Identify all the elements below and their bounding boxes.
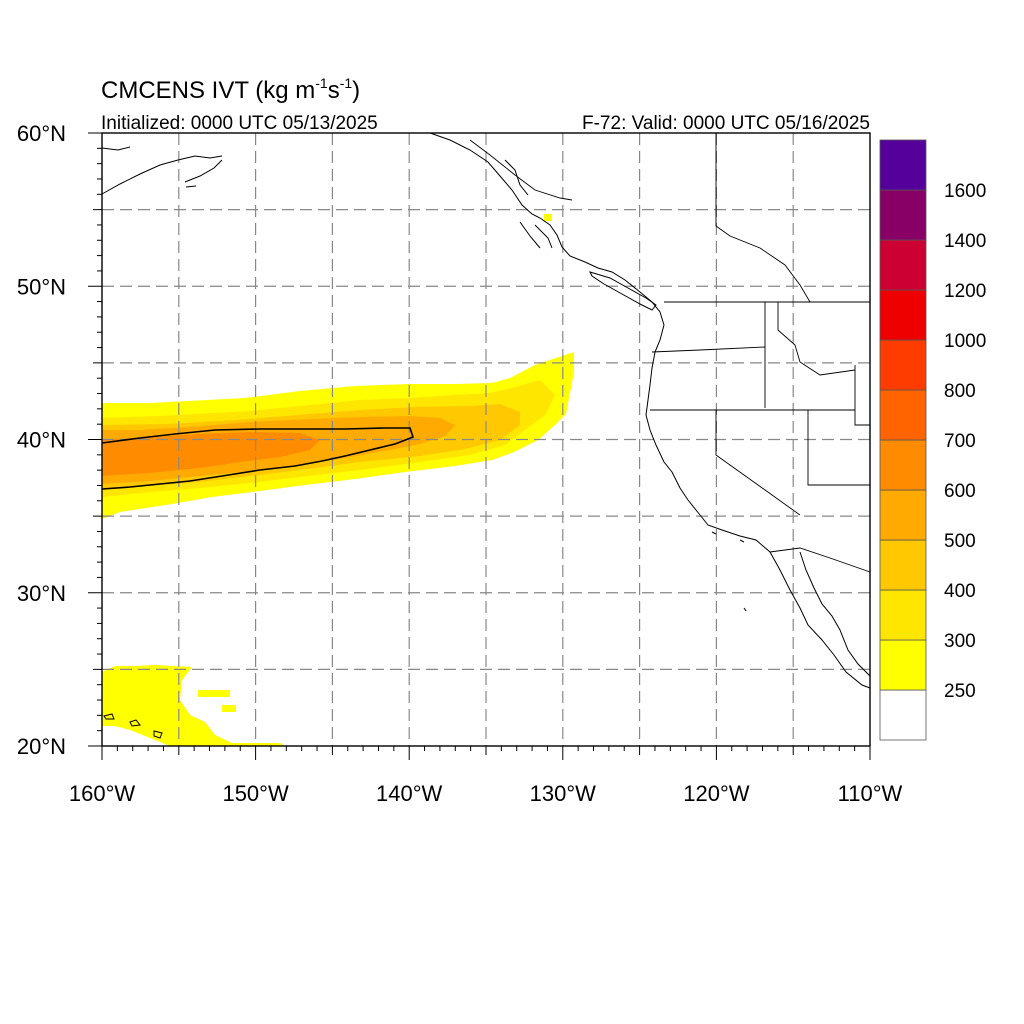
colorbar-label: 600 <box>944 481 976 502</box>
ivt-shaded-region <box>198 690 236 712</box>
x-tick-label: 120°W <box>683 781 750 806</box>
x-tick-label: 150°W <box>222 781 289 806</box>
colorbar-box <box>879 589 927 641</box>
colorbar-label: 250 <box>944 681 976 702</box>
colorbar-box <box>879 239 927 291</box>
colorbar-box <box>879 689 927 741</box>
colorbar-label: 1200 <box>944 281 986 302</box>
y-tick-label: 30°N <box>17 581 66 606</box>
colorbar-box <box>879 339 927 391</box>
colorbar-box <box>879 189 927 241</box>
colorbar-box <box>879 489 927 541</box>
ivt-shading <box>102 214 574 746</box>
init-time-subtitle: Initialized: 0000 UTC 05/13/2025 <box>101 113 378 134</box>
map-panel: 160°W 150°W 140°W 130°W 120°W 110°W 60°N 50°N 40… <box>17 121 903 806</box>
x-tick-label: 130°W <box>530 781 597 806</box>
colorbar-box <box>879 289 927 341</box>
colorbar: 1600 1400 1200 1000 800 700 600 500 400 300 250 <box>879 139 986 741</box>
x-tick-label: 140°W <box>376 781 443 806</box>
axis-labels: 160°W 150°W 140°W 130°W 120°W 110°W 60°N 50°N 40… <box>17 121 903 806</box>
gridlines <box>102 133 870 746</box>
colorbar-box <box>879 539 927 591</box>
x-tick-label: 110°W <box>838 781 903 806</box>
y-tick-label: 60°N <box>17 121 66 146</box>
colorbar-box <box>879 439 927 491</box>
colorbar-label: 1000 <box>944 331 986 352</box>
colorbar-box <box>879 139 927 191</box>
ivt-shaded-region <box>544 214 552 221</box>
ivt-shaded-region <box>102 432 320 476</box>
political-borders <box>469 133 871 573</box>
y-tick-label: 50°N <box>17 274 66 299</box>
colorbar-label: 800 <box>944 381 976 402</box>
colorbar-label: 700 <box>944 431 976 452</box>
figure-title: CMCENS IVT (kg m-1s-1) <box>101 75 360 104</box>
ivt-500-contour <box>101 427 414 490</box>
colorbar-label: 400 <box>944 581 976 602</box>
x-tick-label: 160°W <box>69 781 136 806</box>
colorbar-label: 300 <box>944 631 976 652</box>
colorbar-box <box>879 389 927 441</box>
y-tick-label: 40°N <box>17 428 66 453</box>
coastlines <box>101 132 871 739</box>
colorbar-label: 1600 <box>944 181 986 202</box>
axis-ticks <box>88 132 871 760</box>
y-tick-label: 20°N <box>17 734 66 759</box>
colorbar-label: 500 <box>944 531 976 552</box>
colorbar-box <box>879 639 927 691</box>
ivt-shaded-region <box>102 665 285 746</box>
colorbar-label: 1400 <box>944 231 986 252</box>
valid-time-subtitle: F-72: Valid: 0000 UTC 05/16/2025 <box>582 113 870 134</box>
